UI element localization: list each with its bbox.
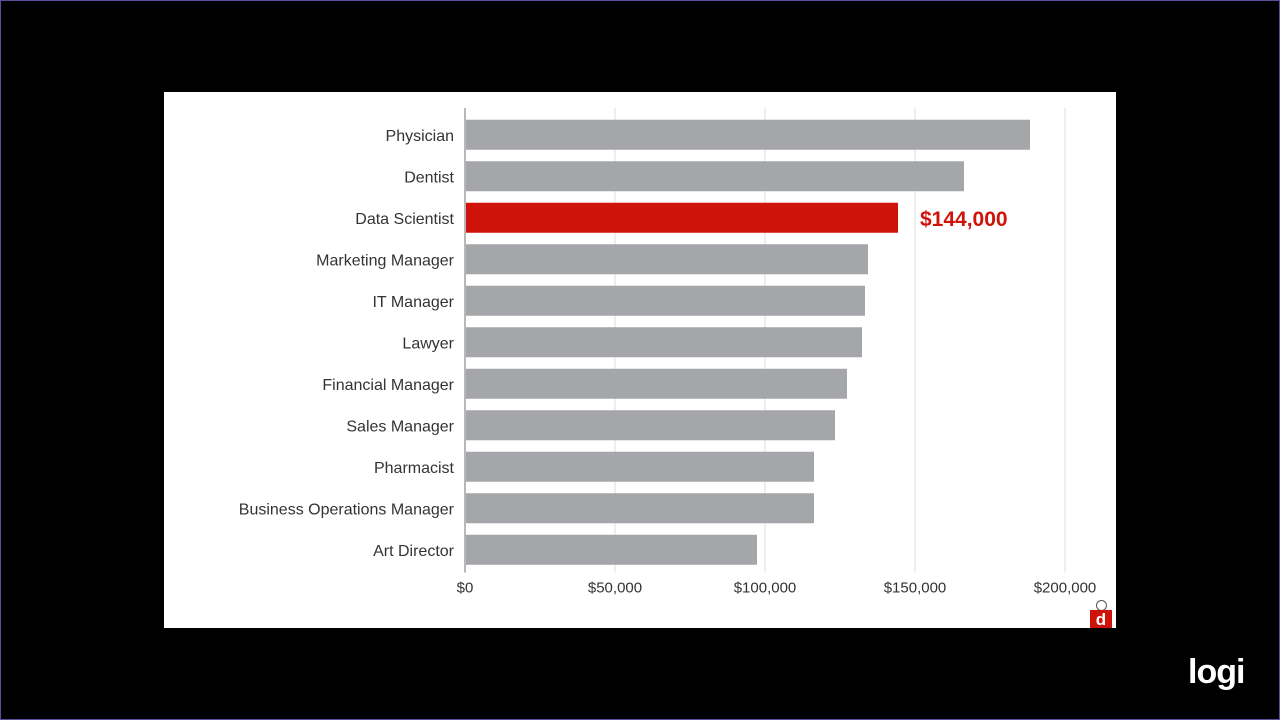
x-tick-label: $0 bbox=[457, 580, 474, 597]
category-label: Marketing Manager bbox=[316, 252, 455, 269]
bar bbox=[466, 451, 814, 482]
highlight-value-label: $144,000 bbox=[920, 208, 1008, 231]
category-label: IT Manager bbox=[372, 294, 454, 311]
x-tick-label: $200,000 bbox=[1034, 580, 1097, 597]
category-label: Business Operations Manager bbox=[239, 501, 455, 518]
x-tick-label: $100,000 bbox=[734, 580, 797, 597]
category-label: Data Scientist bbox=[355, 211, 454, 228]
bar-highlighted bbox=[466, 202, 898, 233]
bar bbox=[466, 493, 814, 524]
bar bbox=[466, 244, 868, 275]
salary-bar-chart: $0 $50,000 $100,000 $150,000 $200,000 Physici… bbox=[239, 108, 1097, 597]
bar bbox=[466, 534, 757, 565]
x-tick-label: $50,000 bbox=[588, 580, 642, 597]
badge-letter: d bbox=[1090, 610, 1112, 628]
bar bbox=[466, 119, 1030, 150]
channel-badge: d bbox=[1090, 598, 1112, 628]
labels: $0 $50,000 $100,000 $150,000 $200,000 Physici… bbox=[239, 128, 1097, 597]
category-label: Art Director bbox=[373, 543, 455, 560]
category-label: Sales Manager bbox=[346, 418, 454, 435]
logi-watermark-logo: logi bbox=[1188, 653, 1245, 691]
slide: $0 $50,000 $100,000 $150,000 $200,000 Physici… bbox=[164, 92, 1116, 628]
category-label: Pharmacist bbox=[374, 460, 455, 477]
category-label: Dentist bbox=[404, 169, 454, 186]
bar bbox=[466, 285, 865, 316]
category-label: Physician bbox=[386, 128, 454, 145]
bar bbox=[466, 327, 862, 358]
category-label: Financial Manager bbox=[322, 377, 454, 394]
bar bbox=[466, 161, 964, 192]
category-label: Lawyer bbox=[402, 335, 454, 352]
x-tick-label: $150,000 bbox=[884, 580, 947, 597]
bars bbox=[466, 119, 1030, 565]
bar bbox=[466, 368, 847, 399]
bar bbox=[466, 410, 835, 441]
